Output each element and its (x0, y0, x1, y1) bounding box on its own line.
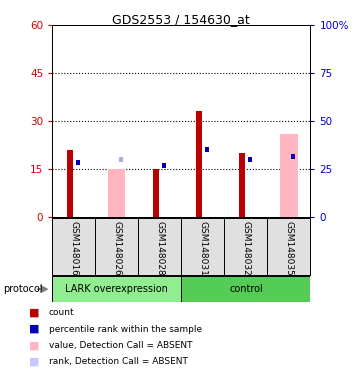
Text: count: count (49, 308, 74, 318)
Bar (181, 276, 310, 302)
Text: ■: ■ (29, 324, 40, 334)
Text: value, Detection Call = ABSENT: value, Detection Call = ABSENT (49, 341, 192, 350)
Text: control: control (229, 284, 263, 294)
Text: ■: ■ (29, 340, 40, 350)
Bar (196, 111, 202, 217)
Text: GSM148026: GSM148026 (112, 220, 121, 275)
Text: GSM148016: GSM148016 (69, 220, 78, 275)
Text: GSM148031: GSM148031 (199, 220, 208, 275)
Bar (108, 169, 126, 217)
Text: rank, Detection Call = ABSENT: rank, Detection Call = ABSENT (49, 357, 188, 366)
Text: LARK overexpression: LARK overexpression (65, 284, 168, 294)
Text: GDS2553 / 154630_at: GDS2553 / 154630_at (112, 13, 249, 26)
Text: GSM148028: GSM148028 (155, 220, 164, 275)
Bar (248, 157, 252, 162)
Bar (291, 154, 295, 159)
Text: protocol: protocol (4, 284, 43, 294)
Text: GSM148035: GSM148035 (284, 220, 293, 275)
Bar (205, 147, 209, 152)
Bar (119, 157, 123, 162)
Bar (67, 150, 73, 217)
Bar (52, 276, 182, 302)
Text: GSM148032: GSM148032 (242, 220, 251, 275)
Bar (75, 160, 80, 165)
Text: ■: ■ (29, 356, 40, 366)
Bar (153, 169, 159, 217)
Bar (162, 163, 166, 168)
Bar (239, 153, 245, 217)
Bar (291, 154, 295, 159)
Text: ■: ■ (29, 308, 40, 318)
Bar (280, 134, 297, 217)
Text: percentile rank within the sample: percentile rank within the sample (49, 324, 202, 334)
